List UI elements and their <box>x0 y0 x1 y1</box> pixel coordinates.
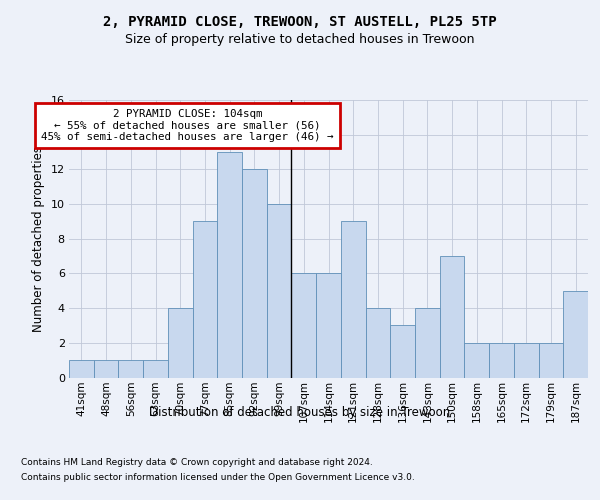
Bar <box>316 274 341 378</box>
Bar <box>168 308 193 378</box>
Bar <box>94 360 118 378</box>
Bar <box>217 152 242 378</box>
Bar <box>242 170 267 378</box>
Bar <box>464 343 489 378</box>
Bar <box>292 274 316 378</box>
Bar <box>415 308 440 378</box>
Y-axis label: Number of detached properties: Number of detached properties <box>32 146 45 332</box>
Text: Size of property relative to detached houses in Trewoon: Size of property relative to detached ho… <box>125 34 475 46</box>
Bar <box>563 291 588 378</box>
Bar <box>193 222 217 378</box>
Bar <box>118 360 143 378</box>
Text: Distribution of detached houses by size in Trewoon: Distribution of detached houses by size … <box>149 406 451 419</box>
Text: 2 PYRAMID CLOSE: 104sqm
← 55% of detached houses are smaller (56)
45% of semi-de: 2 PYRAMID CLOSE: 104sqm ← 55% of detache… <box>41 108 334 142</box>
Bar <box>267 204 292 378</box>
Text: Contains HM Land Registry data © Crown copyright and database right 2024.: Contains HM Land Registry data © Crown c… <box>21 458 373 467</box>
Bar <box>390 326 415 378</box>
Text: 2, PYRAMID CLOSE, TREWOON, ST AUSTELL, PL25 5TP: 2, PYRAMID CLOSE, TREWOON, ST AUSTELL, P… <box>103 16 497 30</box>
Bar <box>69 360 94 378</box>
Bar <box>440 256 464 378</box>
Text: Contains public sector information licensed under the Open Government Licence v3: Contains public sector information licen… <box>21 473 415 482</box>
Bar <box>365 308 390 378</box>
Bar <box>514 343 539 378</box>
Bar <box>489 343 514 378</box>
Bar <box>539 343 563 378</box>
Bar <box>341 222 365 378</box>
Bar <box>143 360 168 378</box>
